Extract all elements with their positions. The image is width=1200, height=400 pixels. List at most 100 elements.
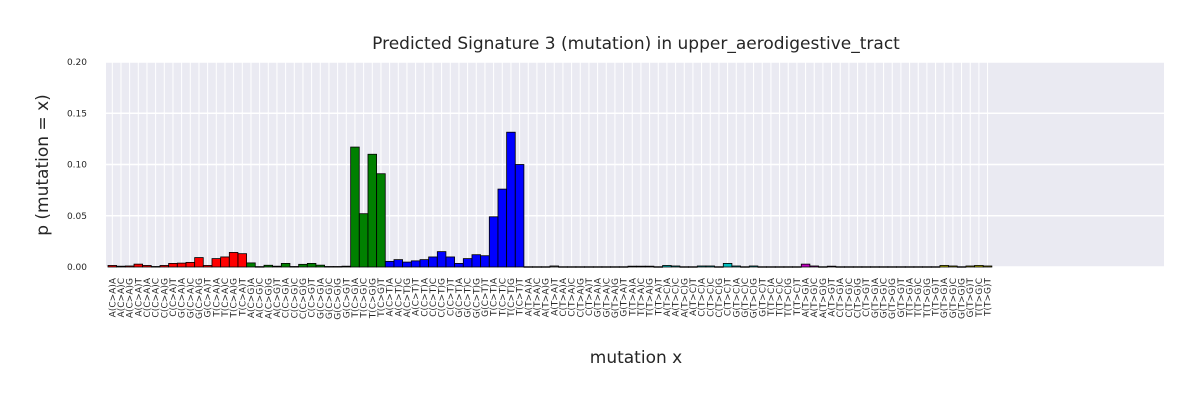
bar bbox=[601, 266, 611, 268]
bar bbox=[636, 265, 646, 268]
bar bbox=[246, 262, 256, 268]
x-tick-label: T(T>G)T bbox=[932, 277, 942, 317]
x-tick-label: C(C>T)A bbox=[420, 277, 430, 317]
bar bbox=[254, 266, 265, 268]
bar bbox=[948, 265, 958, 268]
x-tick-label: A(T>G)C bbox=[810, 278, 820, 317]
bar bbox=[150, 266, 161, 268]
x-tick-label: A(C>T)A bbox=[386, 277, 396, 317]
x-tick-label: T(T>G)T bbox=[984, 277, 994, 317]
bar bbox=[558, 266, 568, 268]
x-tick-label: T(T>A)G bbox=[646, 278, 656, 318]
x-tick-label: G(C>G)T bbox=[342, 278, 352, 319]
x-tick-label: G(T>G)G bbox=[958, 278, 968, 319]
x-tick-label: C(C>A)A bbox=[143, 277, 153, 317]
x-tick-label: C(C>T)G bbox=[438, 278, 448, 318]
bar bbox=[592, 266, 603, 268]
bar bbox=[800, 263, 811, 268]
x-tick-label: G(T>C)C bbox=[741, 278, 751, 318]
bar bbox=[809, 265, 819, 268]
bar bbox=[445, 256, 455, 268]
bar bbox=[549, 265, 559, 268]
x-tick-label: T(T>C)G bbox=[784, 278, 794, 318]
x-tick-label: C(C>A)T bbox=[169, 278, 179, 317]
bar bbox=[306, 263, 317, 268]
bar bbox=[116, 265, 126, 268]
bar bbox=[237, 253, 247, 268]
x-tick-label: G(T>G)A bbox=[871, 277, 881, 318]
x-tick-label: T(C>A)A bbox=[212, 277, 222, 318]
bar bbox=[627, 265, 637, 268]
x-tick-label: C(C>T)T bbox=[446, 278, 456, 317]
x-axis-label: mutation x bbox=[590, 348, 682, 368]
x-tick-label: T(T>A)T bbox=[654, 278, 664, 317]
bar bbox=[575, 266, 585, 268]
x-tick-label: A(C>A)G bbox=[126, 278, 136, 318]
bar bbox=[878, 266, 889, 268]
bar bbox=[376, 173, 386, 268]
x-tick-label: T(C>T)G bbox=[507, 278, 517, 318]
bar bbox=[384, 260, 395, 268]
bar bbox=[540, 266, 551, 268]
x-tick-label: G(T>A)A bbox=[594, 277, 604, 317]
bar bbox=[315, 264, 325, 268]
bar bbox=[133, 263, 144, 268]
x-tick-label: A(C>T)G bbox=[403, 278, 413, 318]
x-tick-label: A(C>T)C bbox=[394, 278, 404, 317]
bar bbox=[176, 262, 187, 268]
bar bbox=[142, 265, 152, 268]
x-tick-label: C(T>C)A bbox=[698, 277, 708, 317]
bar bbox=[341, 265, 351, 268]
bar bbox=[324, 266, 334, 268]
bar bbox=[774, 266, 785, 268]
x-tick-label: A(T>C)T bbox=[689, 277, 699, 316]
x-tick-label: T(C>T)A bbox=[490, 277, 500, 317]
bar bbox=[913, 266, 923, 268]
bar bbox=[982, 265, 993, 268]
bar bbox=[454, 263, 464, 268]
x-tick-label: G(T>G)T bbox=[897, 278, 907, 318]
bar bbox=[740, 266, 750, 268]
x-tick-label: C(T>G)A bbox=[836, 277, 846, 317]
bar bbox=[402, 261, 412, 268]
bar bbox=[523, 266, 533, 268]
bar bbox=[263, 264, 273, 268]
x-tick-label: A(T>G)G bbox=[819, 278, 829, 318]
x-tick-label: G(C>A)C bbox=[186, 278, 196, 318]
x-tick-label: G(T>A)C bbox=[602, 278, 612, 317]
x-tick-label: G(T>C)G bbox=[750, 278, 760, 318]
bar bbox=[584, 266, 594, 268]
bar bbox=[220, 256, 230, 268]
bar bbox=[870, 266, 880, 268]
bar bbox=[124, 265, 135, 268]
bar bbox=[272, 265, 282, 268]
bar bbox=[861, 266, 871, 268]
x-tick-label: T(C>A)G bbox=[230, 278, 240, 319]
bar bbox=[289, 266, 299, 268]
bar bbox=[358, 213, 369, 268]
x-tick-label: G(C>A)T bbox=[204, 278, 214, 318]
y-tick-label: 0.00 bbox=[67, 263, 87, 273]
x-tick-label: A(T>C)C bbox=[672, 278, 682, 317]
x-tick-label: A(C>G)G bbox=[264, 278, 274, 319]
bar bbox=[610, 266, 620, 268]
x-tick-label: T(T>A)C bbox=[637, 278, 647, 317]
bar bbox=[844, 266, 854, 268]
bar bbox=[298, 263, 308, 268]
x-tick-label: A(C>G)C bbox=[256, 278, 266, 318]
bar bbox=[974, 265, 984, 268]
bar bbox=[904, 266, 915, 268]
x-tick-label: G(T>C)T bbox=[758, 278, 768, 317]
y-tick-label: 0.05 bbox=[67, 212, 87, 222]
x-tick-label: C(C>A)G bbox=[160, 278, 170, 318]
x-tick-label: G(T>G)G bbox=[888, 278, 898, 319]
x-tick-label: A(T>A)A bbox=[524, 277, 534, 316]
bar bbox=[887, 266, 897, 268]
bar bbox=[228, 252, 239, 268]
gridlines bbox=[106, 61, 1164, 268]
x-tick-label: C(T>C)C bbox=[706, 278, 716, 317]
bar bbox=[350, 146, 360, 268]
bar bbox=[818, 266, 828, 268]
y-tick-label: 0.20 bbox=[67, 58, 87, 68]
bar bbox=[679, 266, 689, 268]
